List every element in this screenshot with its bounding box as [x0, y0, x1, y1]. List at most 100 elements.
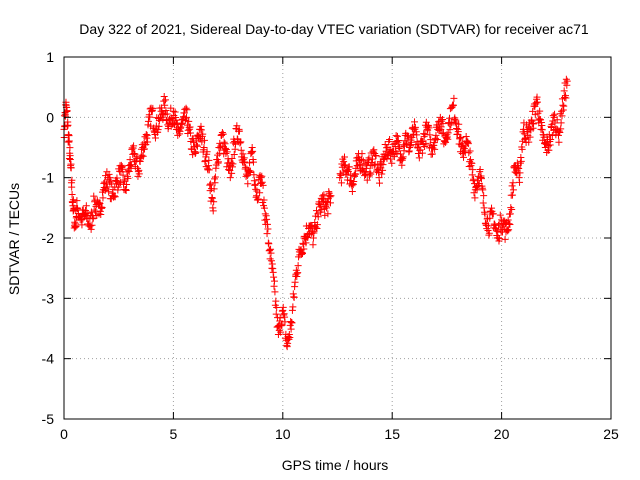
data-point-trace	[547, 136, 555, 144]
data-point-trace	[504, 227, 512, 235]
data-point-trace	[548, 120, 556, 128]
data-point-trace	[525, 138, 533, 146]
data-point-trace	[518, 145, 526, 153]
data-point-trace	[438, 130, 446, 138]
data-point-trace	[431, 145, 439, 153]
data-point-trace	[277, 328, 285, 336]
data-point-trace	[294, 269, 302, 277]
data-point-trace	[509, 191, 517, 199]
data-point-trace	[470, 175, 478, 183]
data-point-trace	[271, 288, 279, 296]
data-point-trace	[439, 120, 447, 128]
data-point-trace	[72, 222, 80, 230]
data-point-trace	[249, 158, 257, 166]
data-point-trace	[359, 157, 367, 165]
data-point-trace	[186, 123, 194, 131]
data-point-trace	[155, 117, 163, 125]
data-point-trace	[205, 156, 213, 164]
data-point-trace	[354, 162, 362, 170]
data-point-trace	[477, 175, 485, 183]
data-point-trace	[489, 210, 497, 218]
data-point-trace	[287, 325, 295, 333]
data-point-trace	[516, 178, 524, 186]
data-point-trace	[200, 136, 208, 144]
data-point-trace	[113, 177, 121, 185]
data-point-trace	[450, 94, 458, 102]
data-point-trace	[289, 303, 297, 311]
data-point	[244, 180, 252, 188]
data-point-trace	[444, 135, 452, 143]
data-point-trace	[272, 310, 280, 318]
data-point-trace	[274, 322, 282, 330]
data-point-trace	[193, 142, 201, 150]
data-point-trace	[290, 293, 298, 301]
data-point-trace	[68, 176, 76, 184]
data-point-trace	[96, 200, 104, 208]
data-point	[484, 222, 492, 230]
data-point-trace	[337, 179, 345, 187]
data-point-trace	[555, 138, 563, 146]
data-point	[393, 137, 401, 145]
data-point	[226, 174, 234, 182]
series-sdtvar	[60, 75, 571, 351]
data-point-trace	[275, 326, 283, 334]
tick-labels: 0 5 10 15 20 25 -5 -4 -3 -2 -1 0 1	[42, 49, 619, 442]
data-point-trace	[536, 107, 544, 115]
data-point-trace	[130, 142, 138, 150]
data-point-trace	[210, 185, 218, 193]
data-point-trace	[481, 210, 489, 218]
data-point-trace	[506, 221, 514, 229]
data-point-trace	[97, 211, 105, 219]
data-point-trace	[207, 180, 215, 188]
data-point-trace	[435, 118, 443, 126]
data-point-trace	[196, 125, 204, 133]
data-point-trace	[233, 122, 241, 130]
data-point-trace	[74, 205, 82, 213]
data-point-trace	[116, 179, 124, 187]
data-point-trace	[415, 154, 423, 162]
data-point-trace	[258, 172, 266, 180]
data-point-trace	[553, 116, 561, 124]
data-point-trace	[105, 170, 113, 178]
data-points	[60, 75, 571, 351]
data-point-trace	[468, 159, 476, 167]
data-point-trace	[304, 231, 312, 239]
x-tick-label: 5	[170, 426, 178, 442]
data-point-trace	[250, 171, 258, 179]
data-point	[86, 222, 94, 230]
data-point-trace	[69, 196, 77, 204]
data-point-trace	[90, 192, 98, 200]
data-point-trace	[479, 186, 487, 194]
data-point-trace	[394, 136, 402, 144]
axis-ticks	[63, 56, 612, 420]
data-point-trace	[465, 149, 473, 157]
data-point-trace	[219, 130, 227, 138]
data-point-trace	[230, 150, 238, 158]
data-point-trace	[223, 148, 231, 156]
data-point-trace	[464, 140, 472, 148]
data-point-trace	[348, 188, 356, 196]
x-tick-label: 10	[275, 426, 291, 442]
data-point-trace	[215, 149, 223, 157]
data-point-trace	[135, 170, 143, 178]
data-point-trace	[469, 166, 477, 174]
data-point-trace	[515, 165, 523, 173]
data-point-trace	[260, 204, 268, 212]
data-point-trace	[351, 170, 359, 178]
data-point	[449, 101, 457, 109]
data-point-trace	[485, 229, 493, 237]
data-point-trace	[326, 199, 334, 207]
data-point-trace	[151, 134, 159, 142]
data-point-trace	[87, 225, 95, 233]
data-point-trace	[261, 216, 269, 224]
data-point-trace	[241, 158, 249, 166]
data-point-trace	[367, 170, 375, 178]
data-point-trace	[162, 96, 170, 104]
data-point-trace	[508, 182, 516, 190]
data-point-trace	[214, 158, 222, 166]
data-point-trace	[309, 228, 317, 236]
data-point-trace	[476, 166, 484, 174]
data-point-trace	[320, 191, 328, 199]
data-point-trace	[99, 194, 107, 202]
data-point-trace	[160, 92, 168, 100]
